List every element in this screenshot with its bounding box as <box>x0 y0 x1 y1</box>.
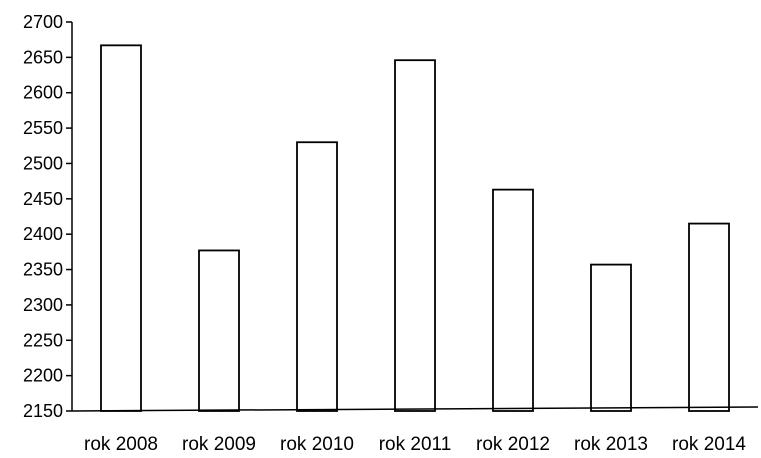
y-tick-label: 2650 <box>23 47 63 67</box>
y-tick-label: 2400 <box>23 224 63 244</box>
y-tick-label: 2550 <box>23 118 63 138</box>
bar-rok-2013 <box>590 263 632 412</box>
y-tick-label: 2250 <box>23 330 63 350</box>
bar-rok-2014 <box>688 222 730 412</box>
bar-rok-2011 <box>394 59 436 412</box>
y-tick-label: 2300 <box>23 295 63 315</box>
x-category-label: rok 2014 <box>672 434 746 455</box>
bars <box>100 44 730 412</box>
bar-rok-2008 <box>100 44 142 412</box>
bar-rok-2010 <box>296 141 338 412</box>
x-category-label: rok 2008 <box>84 434 158 455</box>
x-category-label: rok 2011 <box>379 434 452 455</box>
y-tick-label: 2450 <box>23 189 63 209</box>
x-category-label: rok 2013 <box>574 434 648 455</box>
y-tick-label: 2500 <box>23 153 63 173</box>
y-axis: 2150 2200 2250 2300 2350 2400 2450 2500 2550 2600… <box>23 12 73 421</box>
x-category-label: rok 2010 <box>280 434 354 455</box>
bar-rok-2009 <box>198 249 240 412</box>
x-category-label: rok 2012 <box>476 434 550 455</box>
x-axis-line <box>71 406 759 412</box>
x-category-label: rok 2009 <box>182 434 256 455</box>
y-tick-label: 2200 <box>23 366 63 386</box>
y-tick-label: 2150 <box>23 401 63 421</box>
y-tick-label: 2700 <box>23 12 63 32</box>
y-tick-label: 2350 <box>23 260 63 280</box>
bar-rok-2012 <box>492 188 534 412</box>
y-tick-label: 2600 <box>23 83 63 103</box>
x-axis: rok 2008 rok 2009 rok 2010 rok 2011 rok 2012… <box>71 406 759 455</box>
